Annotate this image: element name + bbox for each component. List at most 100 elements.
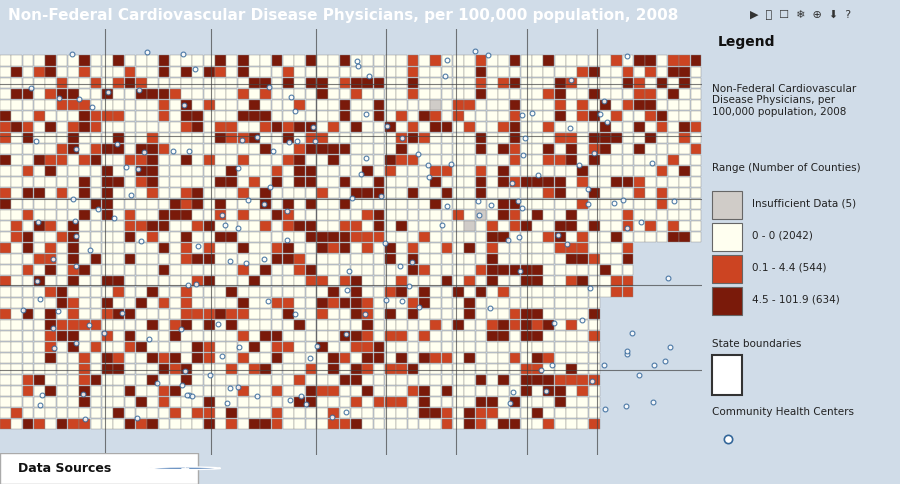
Bar bbox=[566, 408, 577, 418]
Bar bbox=[509, 265, 520, 275]
Bar bbox=[170, 353, 181, 363]
Bar bbox=[351, 144, 362, 154]
Point bbox=[645, 398, 660, 406]
Bar bbox=[12, 166, 22, 176]
Bar bbox=[623, 265, 634, 275]
Bar bbox=[475, 320, 486, 330]
Bar bbox=[442, 386, 453, 396]
Bar bbox=[645, 133, 656, 143]
Bar bbox=[215, 221, 226, 231]
Bar bbox=[249, 331, 260, 341]
Bar bbox=[464, 166, 475, 176]
Bar bbox=[554, 56, 565, 66]
Bar bbox=[317, 276, 328, 286]
Bar bbox=[22, 309, 33, 319]
Point bbox=[180, 392, 194, 399]
Bar bbox=[521, 276, 532, 286]
Bar bbox=[351, 188, 362, 198]
Bar bbox=[238, 66, 248, 76]
Bar bbox=[464, 243, 475, 253]
Bar bbox=[634, 188, 644, 198]
Bar bbox=[690, 100, 701, 110]
Bar bbox=[351, 111, 362, 121]
Bar bbox=[306, 199, 317, 209]
Bar bbox=[668, 56, 679, 66]
Bar bbox=[34, 177, 45, 187]
Bar bbox=[136, 419, 147, 429]
Bar bbox=[521, 133, 532, 143]
Bar bbox=[227, 199, 238, 209]
Bar bbox=[193, 397, 203, 408]
Bar bbox=[430, 375, 441, 385]
Bar bbox=[566, 375, 577, 385]
Bar bbox=[158, 375, 169, 385]
Bar bbox=[475, 121, 486, 132]
Bar bbox=[532, 353, 543, 363]
Bar bbox=[249, 375, 260, 385]
Bar bbox=[57, 375, 68, 385]
Bar bbox=[124, 298, 135, 308]
Bar bbox=[227, 353, 238, 363]
Bar bbox=[554, 133, 565, 143]
Bar bbox=[79, 188, 90, 198]
Bar bbox=[113, 243, 124, 253]
Bar bbox=[396, 232, 407, 242]
Bar bbox=[453, 364, 464, 374]
Bar bbox=[418, 331, 429, 341]
Point bbox=[445, 160, 459, 167]
Bar bbox=[57, 408, 68, 418]
Bar bbox=[328, 77, 339, 88]
Bar bbox=[509, 177, 520, 187]
Bar bbox=[396, 133, 407, 143]
Bar bbox=[442, 199, 453, 209]
Bar bbox=[91, 210, 102, 220]
Point bbox=[282, 138, 296, 146]
Bar bbox=[215, 419, 226, 429]
Bar bbox=[45, 287, 56, 297]
Point bbox=[220, 399, 235, 407]
Bar bbox=[611, 232, 622, 242]
Bar bbox=[499, 221, 509, 231]
Point bbox=[580, 185, 595, 193]
Bar bbox=[124, 320, 135, 330]
Bar bbox=[509, 121, 520, 132]
Bar bbox=[12, 121, 22, 132]
Bar bbox=[623, 77, 634, 88]
Bar bbox=[215, 199, 226, 209]
Bar bbox=[487, 232, 498, 242]
Bar bbox=[339, 287, 350, 297]
Bar bbox=[203, 265, 214, 275]
Bar bbox=[645, 100, 656, 110]
Bar bbox=[544, 408, 554, 418]
Bar bbox=[396, 254, 407, 264]
Bar bbox=[339, 353, 350, 363]
Bar bbox=[227, 210, 238, 220]
Bar bbox=[680, 188, 690, 198]
Bar bbox=[158, 188, 169, 198]
Bar bbox=[193, 155, 203, 165]
Bar bbox=[680, 66, 690, 76]
Bar bbox=[464, 199, 475, 209]
Bar bbox=[351, 342, 362, 352]
Bar bbox=[0, 188, 11, 198]
Text: Community Health Centers: Community Health Centers bbox=[712, 407, 854, 417]
Bar bbox=[317, 309, 328, 319]
Bar bbox=[554, 89, 565, 99]
Bar bbox=[589, 77, 599, 88]
Bar bbox=[249, 276, 260, 286]
Point bbox=[90, 205, 104, 213]
Bar bbox=[22, 320, 33, 330]
Bar bbox=[113, 56, 124, 66]
Bar bbox=[136, 342, 147, 352]
Bar bbox=[430, 342, 441, 352]
Point bbox=[539, 387, 554, 395]
Bar bbox=[284, 144, 293, 154]
Bar bbox=[408, 121, 418, 132]
Bar bbox=[408, 397, 418, 408]
Bar bbox=[215, 364, 226, 374]
Bar bbox=[317, 188, 328, 198]
Bar bbox=[0, 243, 11, 253]
Text: 4.5 - 101.9 (634): 4.5 - 101.9 (634) bbox=[752, 294, 839, 304]
Bar bbox=[453, 243, 464, 253]
Bar bbox=[0, 199, 11, 209]
